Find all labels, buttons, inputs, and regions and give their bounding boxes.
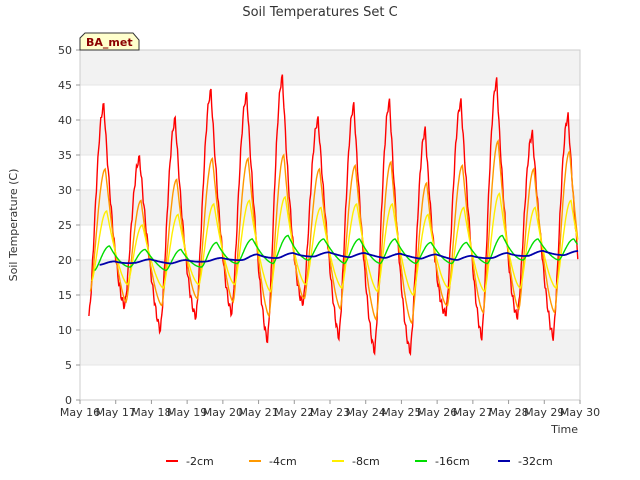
y-tick-label: 45	[58, 79, 72, 92]
y-tick-label: 35	[58, 149, 72, 162]
x-tick-label: May 28	[488, 406, 528, 419]
x-tick-label: May 23	[310, 406, 350, 419]
legend-label: -4cm	[269, 455, 297, 468]
y-tick-label: 40	[58, 114, 72, 127]
legend-label: -8cm	[352, 455, 380, 468]
background-band	[80, 120, 580, 155]
y-tick-label: 20	[58, 254, 72, 267]
chart-title: Soil Temperatures Set C	[242, 5, 397, 20]
background-band	[80, 330, 580, 365]
plot-background-bands	[80, 50, 580, 365]
y-tick-label: 0	[65, 394, 72, 407]
x-tick-label: May 18	[131, 406, 171, 419]
series-line-neg4cm	[89, 139, 579, 325]
legend-label: -2cm	[186, 455, 214, 468]
series-lines	[88, 74, 579, 357]
x-axis-title: Time	[550, 423, 578, 436]
x-tick-label: May 16	[60, 406, 100, 419]
background-band	[80, 50, 580, 85]
x-tick-label: May 29	[524, 406, 564, 419]
y-tick-label: 10	[58, 324, 72, 337]
x-tick-label: May 22	[274, 406, 314, 419]
badge-box	[79, 32, 140, 51]
station-badge: BA_met	[79, 32, 140, 51]
series-line-neg8cm	[91, 192, 579, 297]
legend-label: -32cm	[518, 455, 553, 468]
legend: -2cm -4cm -8cm -16cm -32cm	[166, 455, 553, 468]
x-tick-label: May 21	[238, 406, 278, 419]
background-band	[80, 190, 580, 225]
x-tick-label: May 20	[203, 406, 243, 419]
y-tick-label: 25	[58, 219, 72, 232]
y-tick-label: 15	[58, 289, 72, 302]
badge-label: BA_met	[86, 36, 133, 49]
x-tick-label: May 19	[167, 406, 207, 419]
y-axis-title: Soil Temperature (C)	[7, 169, 20, 282]
series-line-neg2cm	[88, 74, 579, 357]
legend-label: -16cm	[435, 455, 470, 468]
y-tick-label: 5	[65, 359, 72, 372]
x-tick-label: May 27	[453, 406, 493, 419]
y-axis-ticks: 0 5 10 15 20 25 30 35 40 45 50	[58, 44, 80, 407]
x-tick-label: May 30	[560, 406, 600, 419]
x-tick-label: May 25	[381, 406, 421, 419]
series-line-neg16cm	[94, 234, 579, 272]
x-tick-label: May 17	[96, 406, 136, 419]
x-tick-label: May 24	[346, 406, 386, 419]
x-tick-label: May 26	[417, 406, 457, 419]
y-tick-label: 50	[58, 44, 72, 57]
series-line-neg32cm	[99, 250, 579, 266]
y-tick-label: 30	[58, 184, 72, 197]
